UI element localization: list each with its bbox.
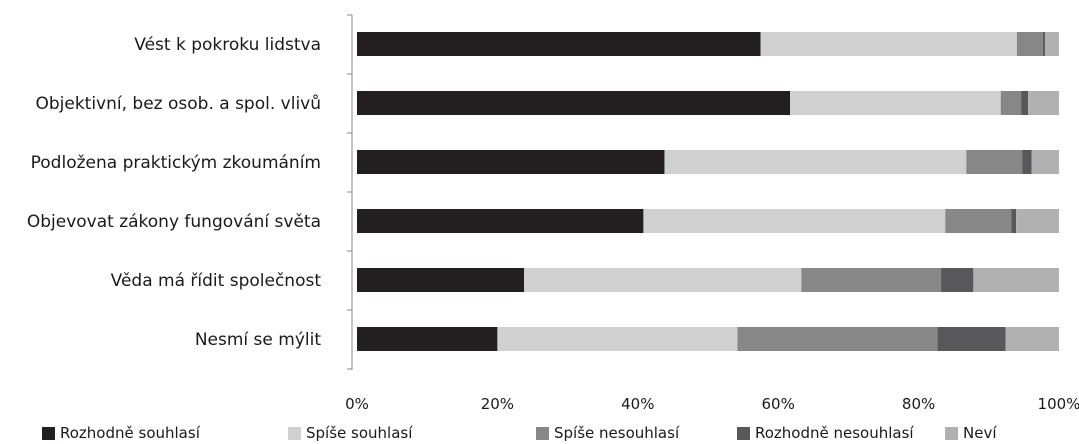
x-tick-label: 40% <box>621 395 654 413</box>
legend-swatch <box>288 426 301 440</box>
bar-area <box>357 32 1059 351</box>
bar-segment <box>1044 32 1059 56</box>
bar-segment <box>1028 91 1059 115</box>
legend-swatch <box>42 426 55 440</box>
bar-segment <box>357 150 665 174</box>
bar-segment <box>1016 209 1059 233</box>
y-axis <box>347 14 353 370</box>
category-label: Objevovat zákony fungování světa <box>27 212 321 232</box>
bar-segment <box>643 209 946 233</box>
legend-label: Neví <box>963 424 997 442</box>
bar-segment <box>1042 32 1045 56</box>
legend-item: Rozhodně souhlasí <box>42 424 200 442</box>
legend-label: Spíše nesouhlasí <box>554 424 680 442</box>
legend-swatch <box>737 426 750 440</box>
bar-segment <box>524 268 802 292</box>
legend-item: Spíše souhlasí <box>288 424 412 442</box>
legend-item: Spíše nesouhlasí <box>536 424 679 442</box>
bar-segment <box>357 268 525 292</box>
category-label: Věda má řídit společnost <box>111 271 322 291</box>
bar-segment <box>1031 150 1059 174</box>
bar-segment <box>737 327 938 351</box>
bar-segment <box>966 150 1023 174</box>
category-label: Objektivní, bez osob. a spol. vlivů <box>35 94 321 114</box>
x-tick-label: 60% <box>762 395 795 413</box>
bar-segment <box>1022 150 1032 174</box>
legend-label: Rozhodně souhlasí <box>60 424 200 442</box>
legend-item: Neví <box>945 424 997 442</box>
x-tick-label: 0% <box>345 395 369 413</box>
bar-segment <box>357 32 761 56</box>
legend-swatch <box>945 426 958 440</box>
x-tick-label: 100% <box>1038 395 1079 413</box>
x-tick-label: 20% <box>481 395 514 413</box>
bar-segment <box>664 150 967 174</box>
x-tick-label: 80% <box>902 395 935 413</box>
stacked-bar-chart: Vést k pokroku lidstva Objektivní, bez os… <box>27 14 1079 413</box>
bar-segment <box>357 91 791 115</box>
bar-segment <box>973 268 1059 292</box>
bar-segment <box>1011 209 1017 233</box>
category-label: Podložena praktickým zkoumáním <box>31 153 321 173</box>
bar-segment <box>1021 91 1029 115</box>
bar-segment <box>357 209 644 233</box>
bar-segment <box>357 327 498 351</box>
category-label: Nesmí se mýlit <box>195 330 322 350</box>
bar-segment <box>760 32 1017 56</box>
bar-segment <box>937 327 1006 351</box>
x-axis-tick-labels: 0% 20% 40% 60% 80% 100% <box>345 395 1079 413</box>
bar-segment <box>1016 32 1043 56</box>
bar-segment <box>1000 91 1022 115</box>
bar-segment <box>945 209 1012 233</box>
legend-item: Rozhodně nesouhlasí <box>737 424 914 442</box>
legend-label: Spíše souhlasí <box>306 424 413 442</box>
bar-segment <box>1005 327 1059 351</box>
legend-label: Rozhodně nesouhlasí <box>755 424 914 442</box>
category-label: Vést k pokroku lidstva <box>134 35 321 55</box>
category-labels: Vést k pokroku lidstva Objektivní, bez os… <box>27 35 321 350</box>
bar-segment <box>497 327 738 351</box>
bar-segment <box>801 268 942 292</box>
bar-segment <box>790 91 1001 115</box>
bar-segment <box>941 268 974 292</box>
legend-swatch <box>536 426 549 440</box>
legend: Rozhodně souhlasí Spíše souhlasí Spíše nes… <box>0 424 1079 444</box>
